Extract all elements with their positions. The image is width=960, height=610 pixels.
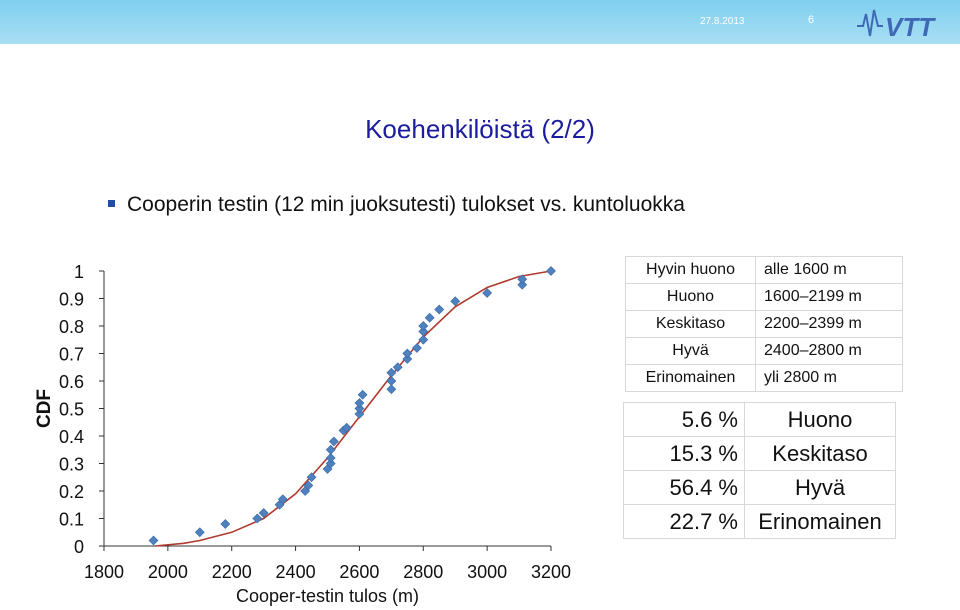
- data-point: [194, 527, 205, 538]
- distribution-row: 22.7 % Erinomainen: [623, 504, 896, 539]
- class-row: Hyvin huono alle 1600 m: [625, 256, 903, 284]
- distribution-class: Keskitaso: [744, 436, 896, 471]
- vtt-logo: VTT: [857, 9, 936, 40]
- y-tick-label: 0.1: [59, 510, 84, 530]
- data-point: [402, 354, 413, 364]
- class-name: Huono: [625, 283, 756, 311]
- class-range: 2400–2800 m: [755, 337, 903, 365]
- data-point: [325, 453, 336, 463]
- y-tick-label: 0.3: [59, 455, 84, 475]
- y-tick-label: 0.4: [59, 427, 84, 447]
- distribution-percent: 5.6 %: [623, 402, 745, 437]
- data-point: [325, 444, 336, 455]
- x-axis-label: Cooper-testin tulos (m): [236, 586, 419, 606]
- x-tick-label: 2400: [276, 562, 316, 582]
- distribution-row: 5.6 % Huono: [623, 402, 896, 437]
- distribution-row: 15.3 % Keskitaso: [623, 436, 896, 471]
- data-point: [402, 348, 413, 359]
- class-row: Erinomainen yli 2800 m: [625, 364, 903, 392]
- logo-text: VTT: [885, 12, 936, 40]
- fitted-cdf-line: [155, 270, 552, 547]
- x-tick-label: 3200: [531, 562, 571, 582]
- class-name: Erinomainen: [625, 364, 756, 392]
- distribution-class: Hyvä: [744, 470, 896, 505]
- data-point: [354, 398, 365, 408]
- x-tick-label: 1800: [84, 562, 124, 582]
- y-tick-label: 0.8: [59, 317, 84, 337]
- data-point: [418, 321, 429, 331]
- class-range: 2200–2399 m: [755, 310, 903, 338]
- distribution-percent: 22.7 %: [623, 504, 745, 539]
- class-name: Keskitaso: [625, 310, 756, 338]
- slide-title: Koehenkilöistä (2/2): [365, 114, 595, 144]
- data-point: [546, 266, 556, 276]
- data-point: [303, 480, 314, 491]
- x-tick-label: 2000: [148, 562, 188, 582]
- data-point: [357, 389, 368, 400]
- data-point: [482, 288, 493, 298]
- y-tick-label: 0.2: [59, 482, 84, 502]
- data-point: [434, 304, 445, 315]
- data-point: [418, 334, 429, 345]
- slide-date: 27.8.2013: [700, 16, 745, 27]
- data-point: [148, 535, 159, 546]
- data-point: [411, 343, 422, 353]
- data-point: [450, 296, 461, 307]
- x-tick-label: 2200: [212, 562, 252, 582]
- y-axis-label: CDF: [34, 389, 55, 428]
- data-point: [277, 494, 288, 505]
- distribution-class: Erinomainen: [744, 504, 896, 539]
- x-tick-label: 2600: [339, 562, 379, 582]
- class-range: alle 1600 m: [755, 256, 903, 284]
- distribution-row: 56.4 % Hyvä: [623, 470, 896, 505]
- y-tick-label: 0.6: [59, 372, 84, 392]
- y-tick-label: 0.7: [59, 345, 84, 365]
- class-row: Keskitaso 2200–2399 m: [625, 310, 903, 338]
- bullet-marker: [108, 199, 115, 207]
- data-point: [424, 312, 435, 323]
- y-tick-label: 0.9: [59, 290, 84, 310]
- class-row: Huono 1600–2199 m: [625, 283, 903, 311]
- data-point: [252, 513, 263, 524]
- data-point: [306, 472, 317, 483]
- data-point: [220, 519, 231, 529]
- data-point: [517, 279, 528, 290]
- data-point: [354, 409, 365, 419]
- bullet-text: Cooperin testin (12 min juoksutesti) tul…: [127, 193, 685, 216]
- class-distribution-table: 5.6 % Huono 15.3 % Keskitaso 56.4 % Hyvä 22.7 …: [623, 402, 896, 539]
- y-tick-label: 1: [74, 262, 84, 282]
- bullet-item: Cooperin testin (12 min juoksutesti) tul…: [108, 193, 685, 217]
- y-tick-label: 0.5: [59, 400, 84, 420]
- data-point: [325, 458, 336, 469]
- fitness-classes-table: Hyvin huono alle 1600 m Huono 1600–2199 m Ke…: [625, 256, 903, 392]
- page-number: 6: [808, 14, 815, 26]
- data-point: [386, 376, 397, 386]
- data-point: [341, 422, 352, 433]
- y-tick-label: 0: [74, 537, 84, 557]
- class-range: 1600–2199 m: [755, 283, 903, 311]
- data-point: [517, 274, 528, 285]
- distribution-class: Huono: [744, 402, 896, 437]
- distribution-percent: 15.3 %: [623, 436, 745, 471]
- header-bar: 27.8.2013 6 VTT: [0, 0, 960, 44]
- class-name: Hyvin huono: [625, 256, 756, 284]
- x-tick-label: 2800: [403, 562, 443, 582]
- class-range: yli 2800 m: [755, 364, 903, 392]
- data-point: [386, 384, 397, 395]
- data-point: [392, 362, 403, 373]
- data-point: [328, 436, 339, 447]
- distribution-percent: 56.4 %: [623, 470, 745, 505]
- x-tick-label: 3000: [467, 562, 507, 582]
- data-point: [258, 508, 269, 518]
- class-row: Hyvä 2400–2800 m: [625, 337, 903, 365]
- data-point: [418, 326, 429, 337]
- class-name: Hyvä: [625, 337, 756, 365]
- data-point: [354, 403, 365, 414]
- cdf-chart: 0 0.1 0.2 0.3 0.4 0.5 0.6 0.7 0.8 0.9 1 1800 2000 220…: [34, 262, 571, 606]
- data-point: [386, 367, 397, 378]
